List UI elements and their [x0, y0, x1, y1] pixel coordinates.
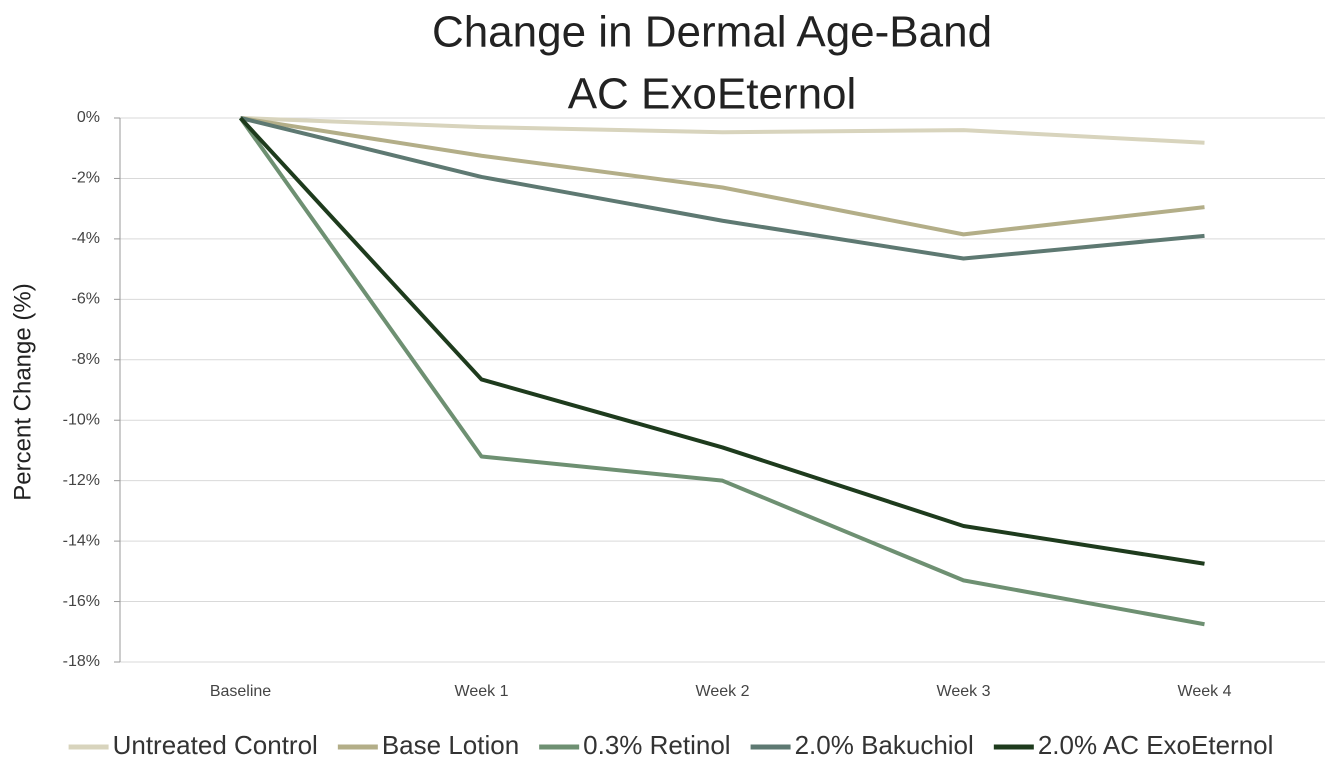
x-tick-label: Week 3 [937, 683, 991, 700]
legend-label: 0.3% Retinol [583, 730, 730, 760]
y-tick-label: -4% [72, 230, 100, 247]
y-tick-label: -12% [63, 472, 100, 489]
legend-label: 2.0% Bakuchiol [795, 730, 974, 760]
y-tick-label: -18% [63, 653, 100, 670]
y-axis-label: Percent Change (%) [9, 283, 36, 500]
x-tick-label: Week 2 [696, 683, 750, 700]
chart-title: Change in Dermal Age-Band [432, 8, 992, 57]
series-line [240, 116, 1205, 237]
legend-label: Base Lotion [382, 730, 519, 760]
y-tick-label: 0% [77, 109, 100, 126]
x-tick-label: Baseline [210, 683, 271, 700]
y-tick-label: -14% [63, 532, 100, 549]
y-tick-label: -16% [63, 593, 100, 610]
legend-label: Untreated Control [113, 730, 318, 760]
chart-title: AC ExoEternol [568, 70, 857, 119]
x-tick-label: Week 1 [455, 683, 509, 700]
y-tick-label: -6% [72, 291, 100, 308]
legend-label: 2.0% AC ExoEternol [1038, 730, 1274, 760]
y-tick-label: -10% [63, 411, 100, 428]
series-line [239, 116, 1205, 566]
series-line [240, 116, 1205, 261]
y-tick-label: -2% [72, 170, 100, 187]
y-tick-label: -8% [72, 351, 100, 368]
series-line [240, 116, 1205, 145]
series-line [238, 116, 1205, 627]
x-tick-label: Week 4 [1178, 683, 1232, 700]
